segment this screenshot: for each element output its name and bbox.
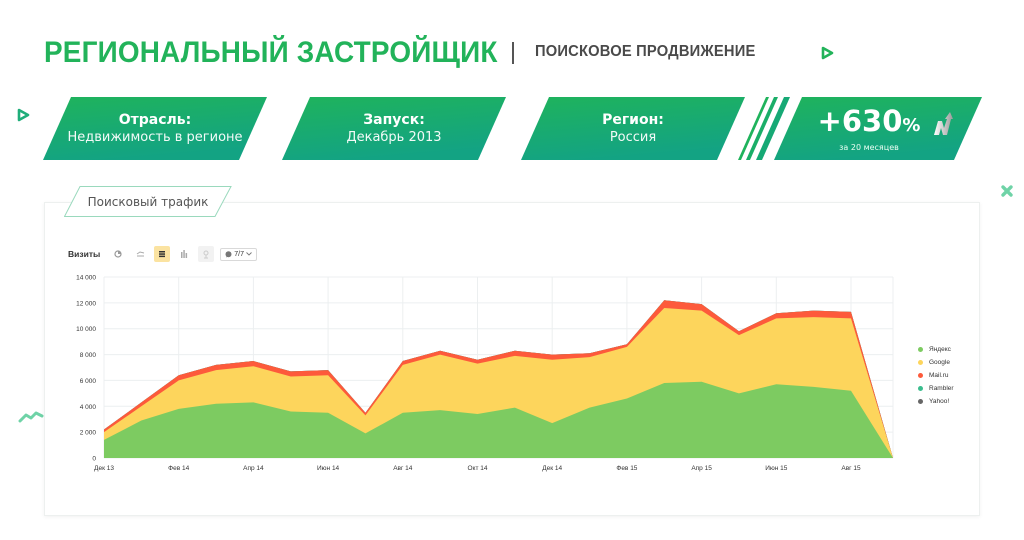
region-card: Регион: Россия xyxy=(521,97,745,160)
legend-item[interactable]: Mail.ru xyxy=(918,369,954,382)
legend-item[interactable]: Google xyxy=(918,356,954,369)
launch-value: Декабрь 2013 xyxy=(346,129,442,145)
y-tick-label: 4 000 xyxy=(80,404,97,411)
line-chart-icon[interactable] xyxy=(132,246,148,262)
y-tick-label: 0 xyxy=(92,456,96,463)
x-tick-label: Авг 14 xyxy=(393,465,413,472)
legend-dot-icon xyxy=(918,399,923,404)
legend-dot-icon xyxy=(918,386,923,391)
legend-label: Яндекс xyxy=(929,346,951,353)
legend-dot-icon xyxy=(918,360,923,365)
legend-dot-icon xyxy=(918,347,923,352)
x-tick-label: Дек 14 xyxy=(542,465,562,472)
chart-toolbar: Визиты 7/7 xyxy=(68,246,257,262)
cross-icon xyxy=(1001,185,1013,197)
industry-label: Отрасль: xyxy=(118,111,192,128)
growth-value: +630% xyxy=(817,103,921,138)
growth-arrow-icon xyxy=(934,112,953,135)
y-tick-label: 12 000 xyxy=(76,300,96,307)
x-tick-label: Июн 15 xyxy=(765,465,788,472)
x-tick-label: Фев 14 xyxy=(168,465,189,472)
y-tick-label: 10 000 xyxy=(76,326,96,333)
x-tick-label: Дек 13 xyxy=(94,465,114,472)
chevron-down-icon xyxy=(246,252,252,256)
region-value: Россия xyxy=(609,129,657,145)
industry-card: Отрасль: Недвижимость в регионе xyxy=(43,97,267,160)
y-tick-label: 6 000 xyxy=(80,378,97,385)
x-tick-label: Окт 14 xyxy=(468,465,488,472)
comment-icon xyxy=(225,250,232,257)
legend-item[interactable]: Яндекс xyxy=(918,343,954,356)
region-label: Регион: xyxy=(602,111,664,128)
legend-dot-icon xyxy=(918,373,923,378)
play-triangle-icon xyxy=(821,46,834,60)
play-triangle-icon xyxy=(17,108,30,122)
x-tick-label: Авг 15 xyxy=(841,465,861,472)
tab-label: Поисковый трафик xyxy=(87,194,209,209)
y-tick-label: 2 000 xyxy=(80,430,97,437)
header: РЕГИОНАЛЬНЫЙ ЗАСТРОЙЩИК xyxy=(44,33,532,73)
legend-label: Google xyxy=(929,359,950,366)
series-select-value: 7/7 xyxy=(234,250,244,258)
stacked-area-icon[interactable] xyxy=(154,246,171,262)
tab-search-traffic[interactable]: Поисковый трафик xyxy=(64,186,232,217)
y-tick-label: 8 000 xyxy=(80,352,97,359)
stripes-decoration xyxy=(738,97,790,160)
legend-item[interactable]: Yahoo! xyxy=(918,395,954,408)
growth-stat-card: +630% за 20 месяцев xyxy=(774,97,982,160)
zigzag-icon xyxy=(18,411,44,423)
x-tick-label: Фев 15 xyxy=(616,465,637,472)
legend-label: Mail.ru xyxy=(929,372,949,379)
legend-label: Yahoo! xyxy=(929,398,950,405)
map-icon[interactable] xyxy=(198,246,215,262)
launch-card: Запуск: Декабрь 2013 xyxy=(282,97,506,160)
area-series-Яндекс xyxy=(104,381,893,458)
legend-label: Rambler xyxy=(929,385,954,392)
industry-value: Недвижимость в регионе xyxy=(67,129,243,145)
page-subtitle: ПОИСКОВОЕ ПРОДВИЖЕНИЕ xyxy=(535,43,756,60)
title-divider xyxy=(512,42,514,64)
legend-item[interactable]: Rambler xyxy=(918,382,954,395)
growth-caption: за 20 месяцев xyxy=(839,142,899,152)
launch-label: Запуск: xyxy=(363,111,425,128)
y-tick-label: 14 000 xyxy=(76,275,96,282)
pie-chart-icon[interactable] xyxy=(110,246,126,262)
page-title: РЕГИОНАЛЬНЫЙ ЗАСТРОЙЩИК xyxy=(44,36,498,69)
traffic-area-chart: 0 2 000 4 000 6 000 8 000 10 000 12 000 14 000 Д… xyxy=(76,275,894,472)
series-select[interactable]: 7/7 xyxy=(220,247,257,261)
metric-label: Визиты xyxy=(68,249,101,259)
chart-legend: Яндекс Google Mail.ru Rambler Yahoo! xyxy=(918,343,954,408)
x-tick-label: Апр 15 xyxy=(691,465,712,472)
x-tick-label: Апр 14 xyxy=(243,465,264,472)
x-tick-label: Июн 14 xyxy=(317,465,340,472)
bar-chart-icon[interactable] xyxy=(176,246,192,262)
